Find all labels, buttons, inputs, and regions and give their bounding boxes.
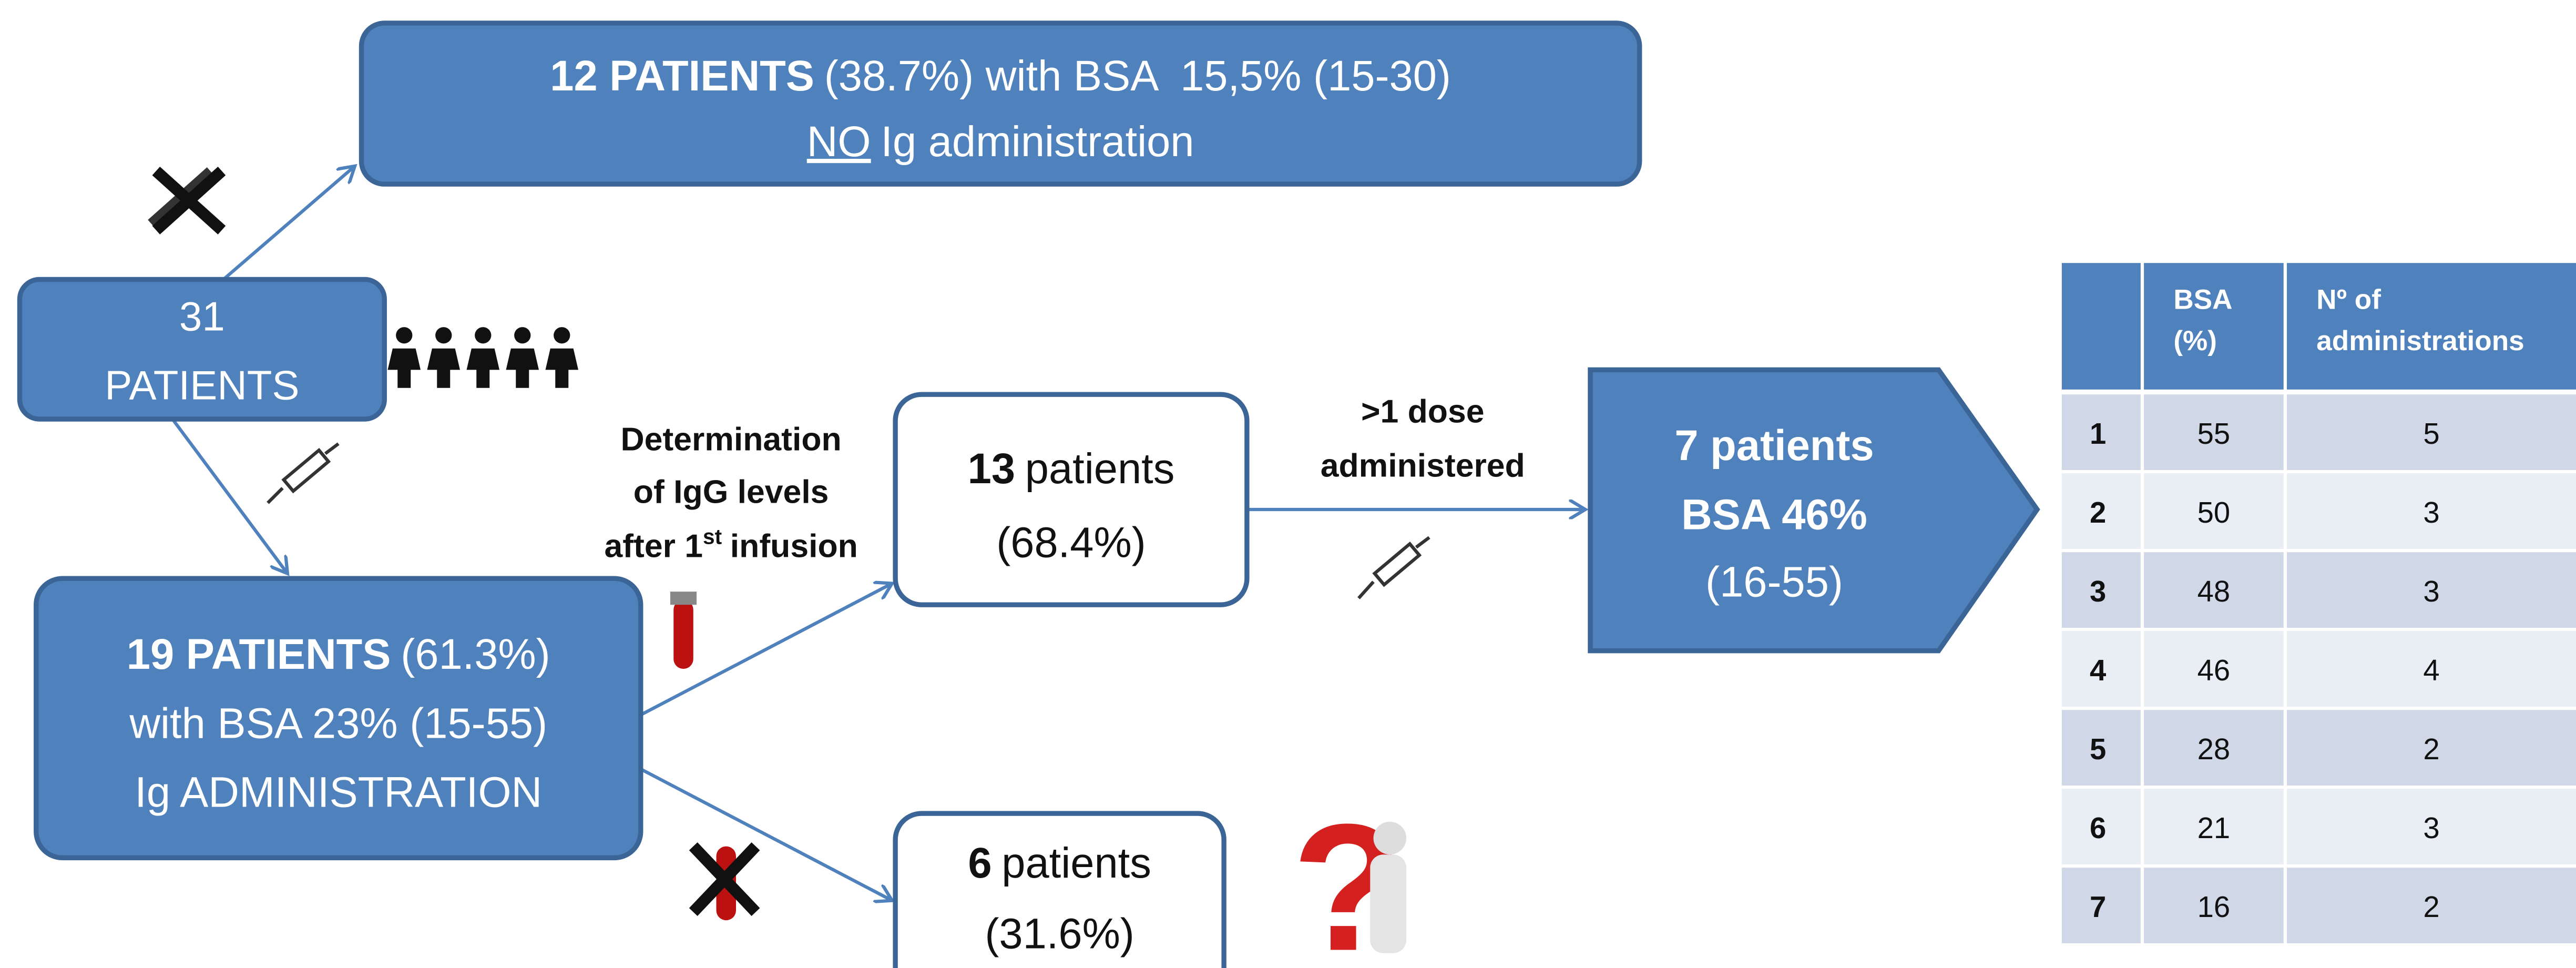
text: patients — [1001, 839, 1151, 887]
blood-tube-crossed-icon — [693, 847, 756, 921]
arrow — [172, 419, 288, 574]
question-icon: ? — [1292, 786, 1406, 968]
underlined-text: NO — [807, 118, 871, 166]
header-text: Nº of — [2316, 284, 2381, 315]
diagram: 12 PATIENTS(38.7%) with BSA 15,5% (15-30… — [0, 0, 2576, 968]
text: after 1 — [604, 528, 703, 565]
cell-text: 7 — [2090, 890, 2106, 923]
syringe-icon — [1358, 537, 1429, 598]
page: { "start": {"count": "31", "label": "PAT… — [0, 0, 2576, 968]
determination-line1: Determination — [621, 421, 842, 457]
cell-text: 5 — [2423, 417, 2439, 450]
result-line2: BSA 46% — [1681, 491, 1867, 538]
result-line3: (16-55) — [1705, 558, 1843, 606]
result-line1: 7 patients — [1674, 422, 1874, 470]
cell-text: 21 — [2197, 811, 2231, 844]
text: patients — [1025, 445, 1175, 493]
ig-line3: Ig ADMINISTRATION — [135, 769, 542, 817]
cell-text: 4 — [2090, 654, 2106, 687]
cell-text: 6 — [2090, 811, 2106, 844]
cell-text: 3 — [2423, 496, 2439, 529]
cell-text: 3 — [2090, 575, 2106, 608]
dose-label-line1: >1 dose — [1361, 393, 1484, 430]
cell-text: 2 — [2423, 890, 2439, 923]
syringe-crossed-icon — [151, 171, 222, 230]
measured-box — [895, 394, 1247, 605]
text: (61.3%) — [401, 630, 550, 678]
text: Ig administration — [881, 118, 1194, 166]
cell-text: 1 — [2090, 417, 2106, 450]
cell-text: 48 — [2197, 575, 2231, 608]
blood-tube-icon — [670, 592, 697, 669]
cell-text: 46 — [2197, 654, 2231, 687]
cell-text: 4 — [2423, 654, 2439, 687]
cell-text: 3 — [2423, 811, 2439, 844]
header-cell — [2062, 263, 2141, 390]
start-count: 31 — [179, 293, 225, 339]
dose-label-line2: administered — [1321, 447, 1525, 484]
arrow — [223, 166, 355, 280]
ig-line2: with BSA 23% (15-55) — [129, 699, 547, 747]
cell-text: 5 — [2090, 732, 2106, 766]
syringe-icon — [268, 444, 338, 503]
ig-line1: 19 PATIENTS(61.3%) — [127, 630, 550, 678]
measured-pct: (68.4%) — [996, 519, 1146, 567]
header-text: (%) — [2173, 325, 2217, 356]
cell-text: 2 — [2423, 732, 2439, 766]
header-text: BSA — [2173, 284, 2232, 315]
bold-text: 12 PATIENTS — [550, 52, 814, 100]
text: infusion — [730, 528, 858, 565]
cell-text: 3 — [2423, 575, 2439, 608]
people-icon — [388, 327, 579, 388]
cell-text: 28 — [2197, 732, 2231, 766]
header-text: administrations — [2316, 325, 2524, 356]
bold-text: 19 PATIENTS — [127, 630, 391, 678]
cell-text: 16 — [2197, 890, 2231, 923]
bold-text: 13 — [968, 445, 1015, 493]
text: (38.7%) with BSA 15,5% (15-30) — [824, 52, 1451, 100]
cell-text: 2 — [2090, 496, 2106, 529]
determination-line2: of IgG levels — [633, 473, 829, 510]
start-label: PATIENTS — [105, 362, 299, 409]
cell-text: 55 — [2197, 417, 2231, 450]
arrow — [641, 769, 892, 901]
cell-text: 50 — [2197, 496, 2231, 529]
determination-line3: after 1st infusion — [604, 525, 857, 565]
superscript: st — [703, 525, 722, 549]
bold-text: 6 — [968, 839, 991, 887]
no-ig-line1: 12 PATIENTS(38.7%) with BSA 15,5% (15-30… — [550, 52, 1451, 100]
not-measured-pct: (31.6%) — [985, 910, 1134, 957]
